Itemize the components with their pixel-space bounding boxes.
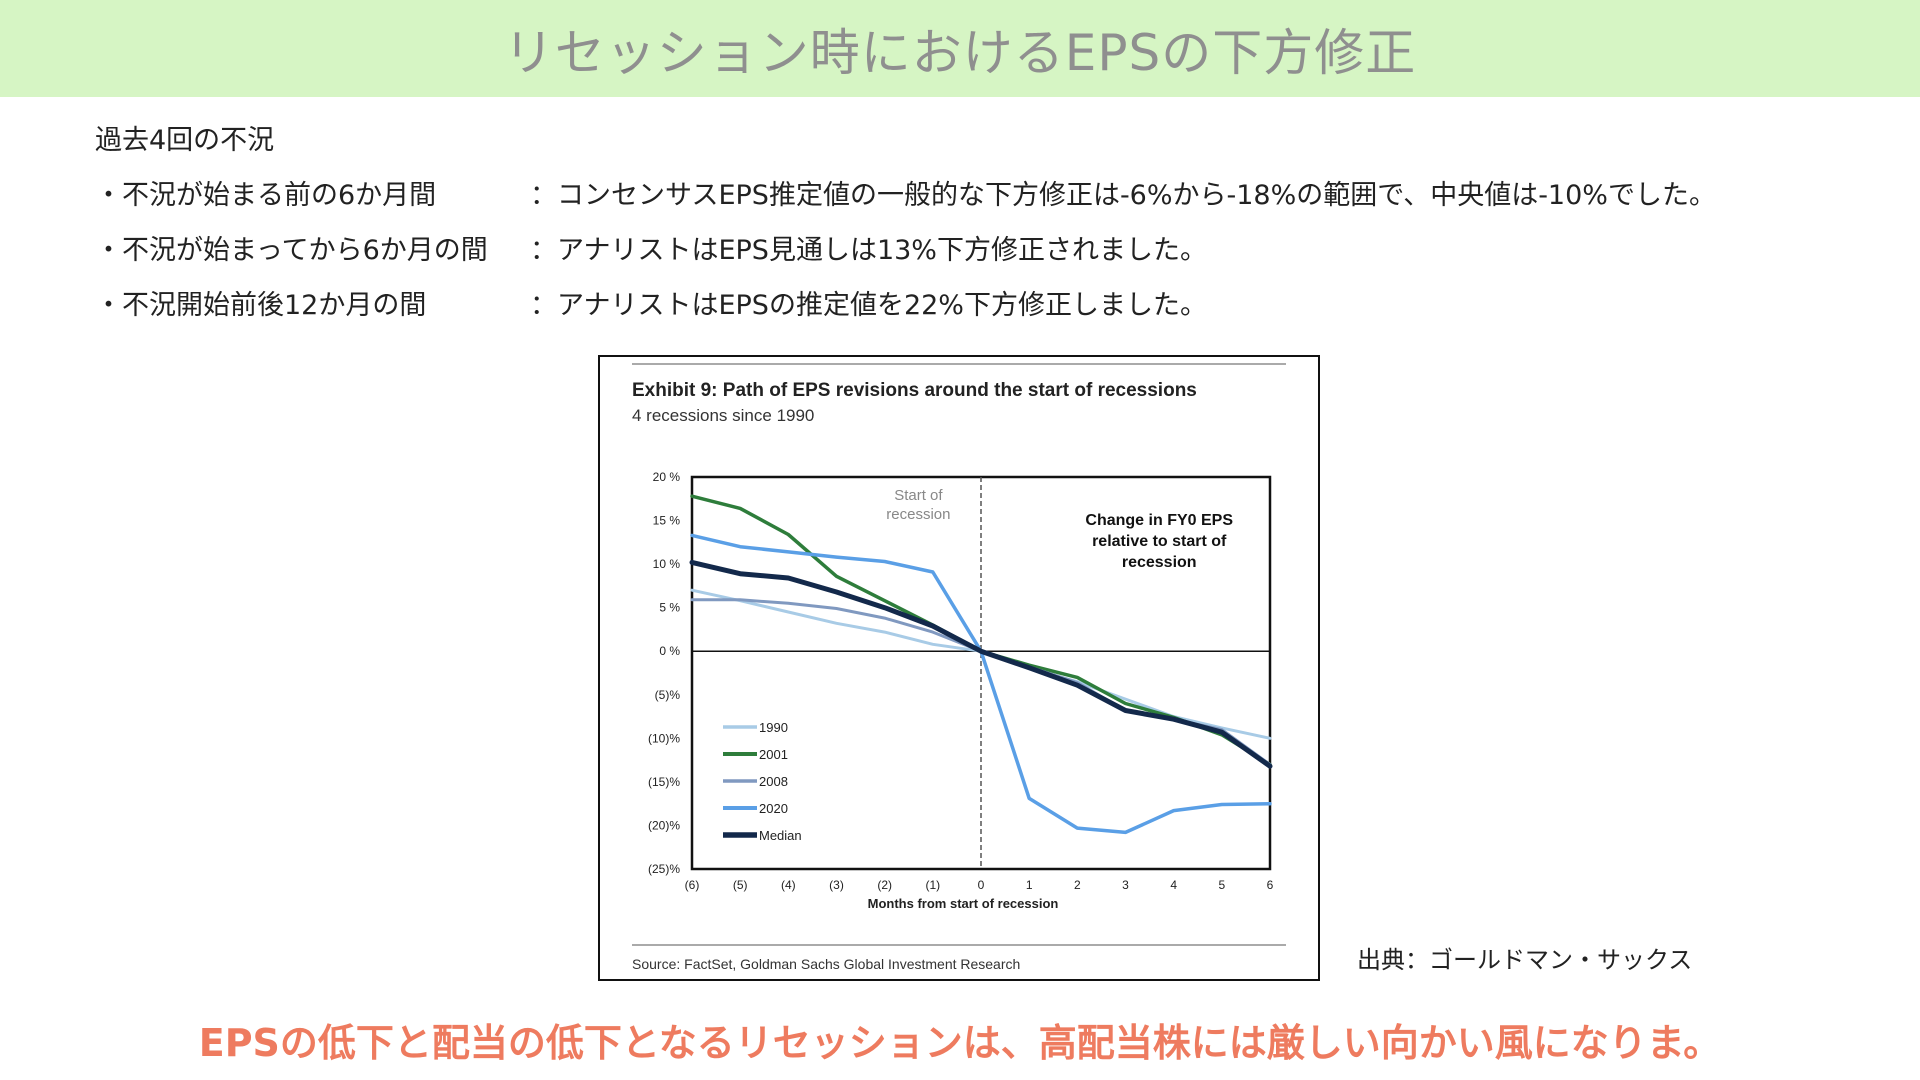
- x-tick-label: 0: [978, 878, 985, 892]
- chart-subtitle: 4 recessions since 1990: [632, 406, 814, 425]
- y-tick-label: 10 %: [653, 557, 681, 571]
- page-title: リセッション時におけるEPSの下方修正: [503, 23, 1417, 82]
- bullet-label: ・不況が始まってから6か月の間: [95, 235, 488, 266]
- x-tick-label: 4: [1170, 878, 1177, 892]
- x-tick-label: 6: [1267, 878, 1274, 892]
- legend-label: 2001: [759, 747, 788, 762]
- y-tick-label: (15)%: [648, 775, 680, 789]
- y-tick-label: 5 %: [659, 601, 680, 615]
- x-tick-label: 2: [1074, 878, 1081, 892]
- chart-annotation: relative to start of: [1092, 533, 1227, 550]
- chart-source: Source: FactSet, Goldman Sachs Global In…: [632, 956, 1020, 972]
- y-tick-label: (25)%: [648, 862, 680, 876]
- footer-message: EPSの低下と配当の低下となるリセッションは、高配当株には厳しい向かい風になりま…: [198, 1021, 1722, 1065]
- title-bar: リセッション時におけるEPSの下方修正: [0, 0, 1920, 97]
- x-tick-label: (2): [877, 878, 892, 892]
- legend-label: Median: [759, 828, 802, 843]
- eps-revision-chart: Exhibit 9: Path of EPS revisions around …: [632, 363, 1286, 972]
- bullet-colon: ：: [530, 290, 557, 321]
- series-line-median: [689, 559, 1273, 769]
- bullet-colon: ：: [530, 235, 557, 266]
- x-tick-label: (5): [733, 878, 748, 892]
- legend-label: 2008: [759, 774, 788, 789]
- chart-annotation: Change in FY0 EPS: [1085, 512, 1233, 529]
- x-tick-label: 5: [1218, 878, 1225, 892]
- x-tick-label: (4): [781, 878, 796, 892]
- bullet-text: アナリストはEPS見通しは13%下方修正されました。: [557, 235, 1207, 266]
- y-tick-label: 0 %: [659, 644, 680, 658]
- bullet-text: アナリストはEPSの推定値を22%下方修正しました。: [557, 290, 1207, 321]
- y-tick-label: 20 %: [653, 470, 681, 484]
- bullet-colon: ：: [530, 180, 557, 211]
- bullet-before-recession: ・不況が始まる前の6か月間 ：コンセンサスEPS推定値の一般的な下方修正は-6%か…: [95, 173, 1716, 212]
- intro-heading: 過去4回の不況: [95, 125, 275, 156]
- exhibit-frame: Exhibit 9: Path of EPS revisions around …: [598, 355, 1320, 981]
- legend-label: 2020: [759, 801, 788, 816]
- source-credit: 出典：ゴールドマン・サックス: [1357, 946, 1693, 974]
- y-tick-label: (10)%: [648, 731, 680, 745]
- bullet-label: ・不況開始前後12か月の間: [95, 290, 427, 321]
- bullet-around-recession: ・不況開始前後12か月の間 ：アナリストはEPSの推定値を22%下方修正しました。: [95, 283, 1207, 322]
- y-tick-label: 15 %: [653, 514, 681, 528]
- y-tick-label: (5)%: [655, 688, 681, 702]
- x-tick-label: (1): [925, 878, 940, 892]
- chart-title: Exhibit 9: Path of EPS revisions around …: [632, 380, 1197, 401]
- x-tick-label: 1: [1026, 878, 1033, 892]
- bullet-after-recession: ・不況が始まってから6か月の間 ：アナリストはEPS見通しは13%下方修正されまし…: [95, 228, 1207, 267]
- chart-annotation: recession: [1122, 554, 1197, 571]
- start-of-recession-label: recession: [886, 506, 950, 523]
- x-axis-label: Months from start of recession: [868, 896, 1059, 911]
- x-tick-label: (3): [829, 878, 844, 892]
- bullet-text: コンセンサスEPS推定値の一般的な下方修正は-6%から-18%の範囲で、中央値は…: [557, 180, 1716, 211]
- y-tick-label: (20)%: [648, 818, 680, 832]
- x-tick-label: (6): [685, 878, 700, 892]
- legend-label: 1990: [759, 720, 788, 735]
- start-of-recession-label: Start of: [894, 487, 943, 504]
- x-tick-label: 3: [1122, 878, 1129, 892]
- bullet-label: ・不況が始まる前の6か月間: [95, 180, 437, 211]
